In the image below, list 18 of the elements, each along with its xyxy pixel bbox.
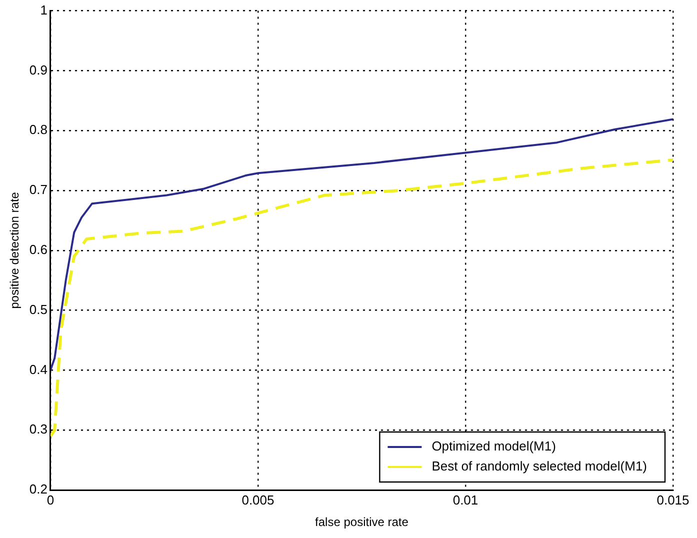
y-tick-label: 1 [40, 2, 48, 18]
y-tick-label: 0.3 [29, 422, 48, 437]
y-tick-label: 0.8 [29, 122, 48, 138]
y-tick-label: 0.6 [29, 242, 48, 257]
legend-label: Best of randomly selected model(M1) [432, 458, 647, 474]
y-tick-label: 0.9 [29, 62, 48, 78]
y-axis-title: positive detection rate [8, 192, 22, 309]
x-tick-label: 0 [46, 492, 54, 508]
x-tick-label: 0.01 [452, 492, 478, 508]
legend-label: Optimized model(M1) [432, 438, 556, 454]
y-tick-label: 0.7 [29, 182, 48, 198]
line-series [50, 158, 673, 438]
x-tick-label: 0.005 [242, 492, 274, 508]
x-axis-title: false positive rate [315, 515, 409, 530]
x-tick-label: 0.015 [656, 492, 690, 508]
y-tick-label: 0.4 [29, 362, 48, 377]
y-tick-label: 0.2 [29, 482, 48, 497]
y-tick-label: 0.5 [29, 302, 48, 317]
